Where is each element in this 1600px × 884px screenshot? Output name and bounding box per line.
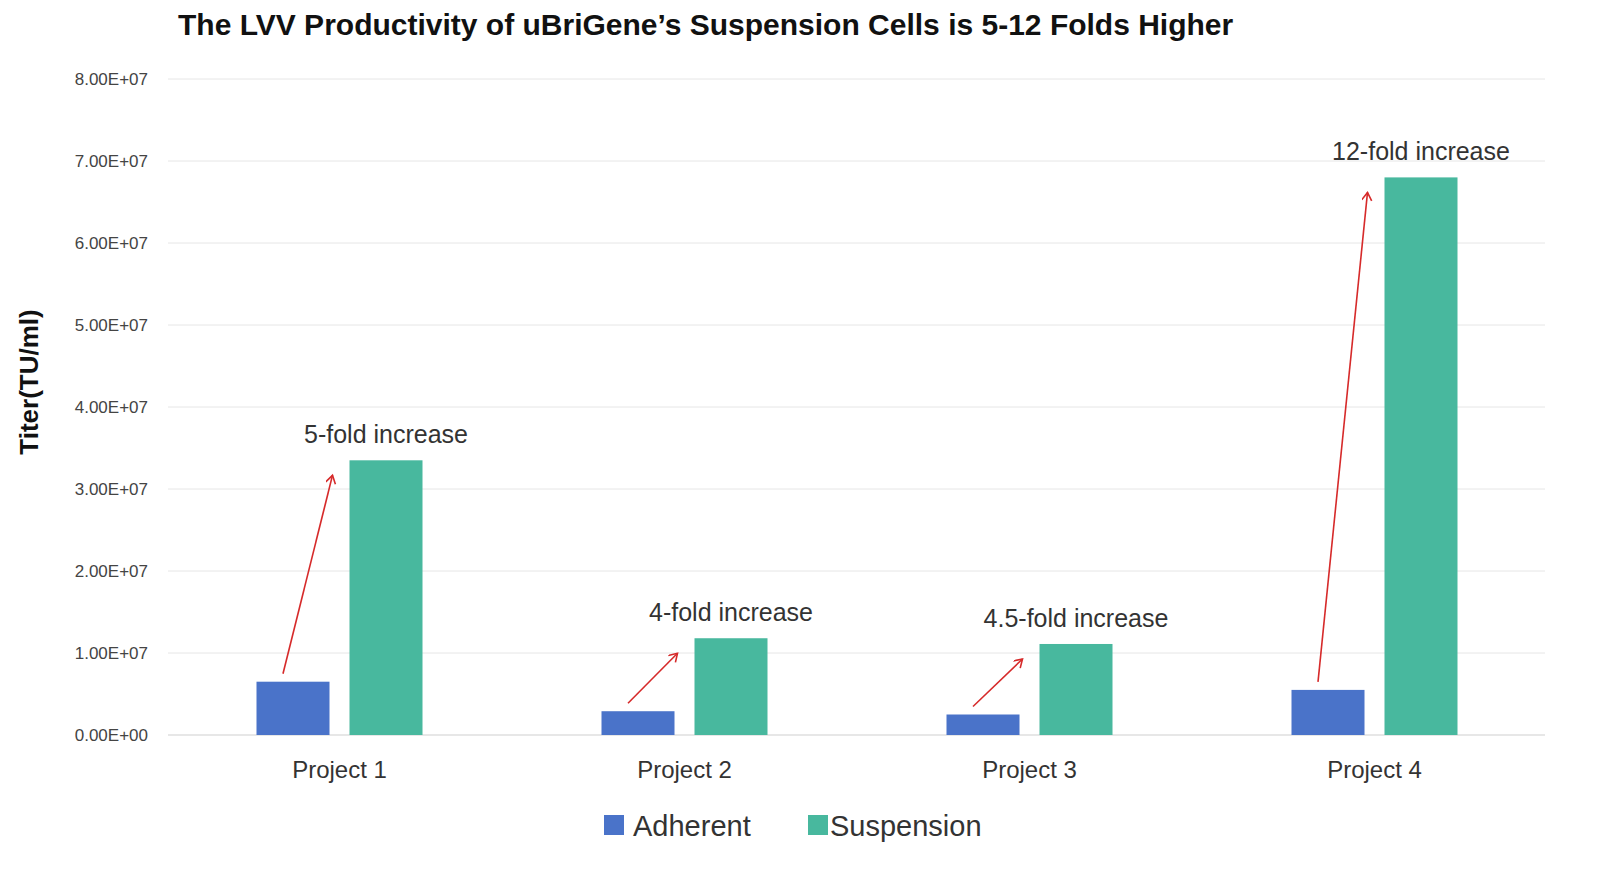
bars — [257, 177, 1458, 735]
y-tick-label: 8.00E+07 — [75, 70, 148, 89]
chart-root: The LVV Productivity of uBriGene’s Suspe… — [0, 0, 1600, 884]
bar — [1292, 690, 1365, 735]
chart: The LVV Productivity of uBriGene’s Suspe… — [0, 0, 1600, 884]
grid-line — [168, 407, 1545, 408]
bar — [947, 715, 1020, 736]
grid-line — [168, 325, 1545, 326]
title: The LVV Productivity of uBriGene’s Suspe… — [178, 8, 1234, 41]
y-tick-label: 7.00E+07 — [75, 152, 148, 171]
y-tick-label: 1.00E+07 — [75, 644, 148, 663]
y-tick-label: 0.00E+00 — [75, 726, 148, 745]
annotation: 12-fold increase — [1332, 137, 1510, 165]
annotation: 4-fold increase — [649, 598, 813, 626]
x-tick-label: Project 3 — [982, 756, 1077, 783]
y-tick-label: 3.00E+07 — [75, 480, 148, 499]
annotation: 4.5-fold increase — [984, 604, 1169, 632]
legend: Adherent Suspension — [604, 810, 982, 842]
bar — [350, 460, 423, 735]
bar — [1385, 177, 1458, 735]
x-tick-label: Project 2 — [637, 756, 732, 783]
grid-line — [168, 79, 1545, 80]
arrow — [628, 653, 678, 703]
legend-label: Suspension — [830, 810, 982, 842]
arrow — [1318, 192, 1368, 682]
y-tick-label: 2.00E+07 — [75, 562, 148, 581]
arrow — [283, 475, 333, 673]
legend-swatch — [808, 815, 828, 835]
y-tick-label: 4.00E+07 — [75, 398, 148, 417]
bar — [695, 638, 768, 735]
bar — [257, 682, 330, 735]
grid-line — [168, 243, 1545, 244]
x-tick-label: Project 4 — [1327, 756, 1422, 783]
legend-swatch — [604, 815, 624, 835]
arrow — [973, 659, 1023, 707]
annotations: 5-fold increase 4-fold increase 4.5-fold i… — [283, 137, 1510, 706]
x-tick-label: Project 1 — [292, 756, 387, 783]
y-tick-label: 5.00E+07 — [75, 316, 148, 335]
annotation: 5-fold increase — [304, 420, 468, 448]
y-tick-label: 6.00E+07 — [75, 234, 148, 253]
legend-label: Adherent — [633, 810, 751, 842]
bar — [602, 711, 675, 735]
y-axis-label: Titer(TU/ml) — [14, 309, 44, 454]
bar — [1040, 644, 1113, 735]
